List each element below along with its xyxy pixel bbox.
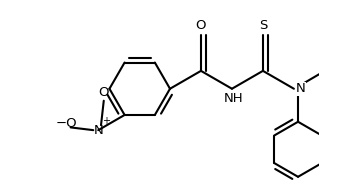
Text: NH: NH — [223, 92, 243, 105]
Text: N: N — [93, 124, 103, 137]
Text: +: + — [102, 116, 110, 126]
Text: O: O — [196, 19, 206, 32]
Text: N: N — [295, 82, 305, 95]
Text: −O: −O — [56, 117, 77, 130]
Text: O: O — [98, 86, 109, 99]
Text: S: S — [259, 19, 267, 32]
